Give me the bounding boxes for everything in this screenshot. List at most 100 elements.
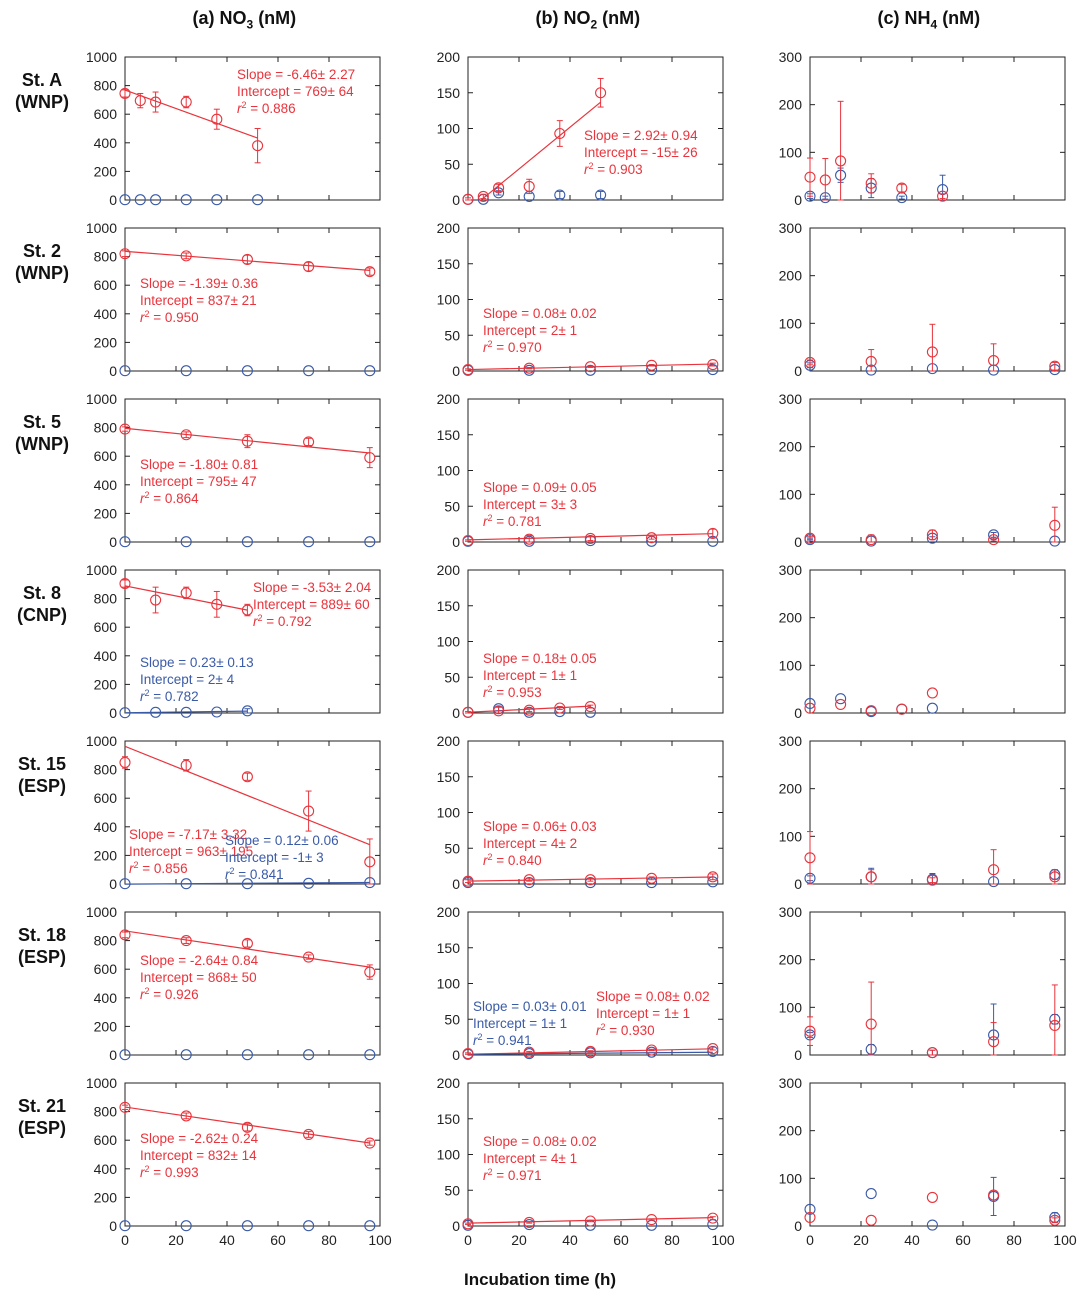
- r-superscript: 2: [488, 852, 493, 862]
- data-point: [926, 1191, 938, 1203]
- column-title-subscript: 2: [590, 17, 598, 32]
- station-name: St. 8: [22, 583, 61, 603]
- data-point: [252, 194, 264, 206]
- fit-annotation: Intercept = 3± 3: [483, 497, 577, 512]
- y-tick-label: 600: [94, 961, 118, 977]
- x-tick-label: 40: [904, 1232, 920, 1248]
- data-point: [865, 534, 877, 546]
- fit-annotation: Intercept = 4± 1: [483, 1151, 577, 1166]
- r-superscript: 2: [242, 100, 247, 110]
- chart-panel: 0 100 200 300: [779, 904, 1066, 1063]
- data-point: [119, 878, 131, 890]
- data-point: [646, 1044, 658, 1056]
- fit-annotation: r2 = 0.864: [140, 490, 199, 506]
- station-name: St. 5: [22, 412, 61, 432]
- data-point: [988, 1189, 1000, 1201]
- data-point: [462, 193, 474, 205]
- y-tick-label: 1000: [86, 391, 117, 407]
- data-point: [523, 1046, 535, 1058]
- data-point: [988, 864, 1000, 876]
- data-point: [523, 1216, 535, 1228]
- column-title-text: (a) NO: [192, 8, 247, 28]
- data-point: [646, 872, 658, 884]
- data-point: [493, 705, 505, 717]
- data-point: [211, 706, 223, 718]
- data-point: [303, 1220, 315, 1232]
- fit-annotation: Intercept = 2± 4: [140, 672, 235, 687]
- data-point: [804, 1211, 816, 1223]
- y-tick-label: 600: [94, 1132, 118, 1148]
- chart-panel: 0 50 100 150 200 Slope = 2.92± 0.94 Intercept …: [437, 49, 724, 208]
- data-point: [896, 703, 908, 715]
- fit-annotation: Slope = 0.23± 0.13: [140, 655, 254, 670]
- column-title-unit: (nM): [253, 8, 297, 28]
- plot-frame: [809, 569, 1066, 714]
- data-point: [180, 1220, 192, 1232]
- y-tick-label: 200: [779, 1123, 803, 1139]
- r-superscript: 2: [145, 986, 150, 996]
- data-point: [595, 87, 607, 99]
- data-point: [835, 155, 847, 167]
- y-tick-label: 200: [437, 904, 461, 920]
- data-point: [819, 174, 831, 186]
- r-symbol: r: [483, 340, 488, 355]
- data-point: [303, 877, 315, 889]
- column-title-unit: (nM): [597, 8, 641, 28]
- y-tick-label: 100: [779, 144, 803, 160]
- y-tick-label: 100: [437, 634, 461, 650]
- data-point: [646, 1214, 658, 1226]
- fit-annotation: Slope = 0.08± 0.02: [596, 989, 710, 1004]
- y-tick-label: 1000: [86, 1075, 117, 1091]
- y-tick-label: 100: [779, 828, 803, 844]
- plot-frame: [809, 740, 1066, 885]
- data-point: [926, 529, 938, 541]
- data-point: [364, 856, 376, 868]
- chart-panel: 0 100 200 300: [779, 391, 1066, 550]
- region-name: (WNP): [15, 434, 69, 454]
- y-tick-label: 200: [437, 220, 461, 236]
- data-point: [835, 698, 847, 710]
- y-tick-label: 150: [437, 769, 461, 785]
- y-tick-label: 400: [94, 990, 118, 1006]
- y-tick-label: 400: [94, 306, 118, 322]
- data-point: [364, 452, 376, 464]
- r-superscript: 2: [145, 309, 150, 319]
- y-tick-label: 0: [109, 876, 117, 892]
- y-tick-label: 100: [437, 1147, 461, 1163]
- data-point: [364, 1137, 376, 1149]
- data-point: [119, 1049, 131, 1061]
- y-tick-label: 600: [94, 448, 118, 464]
- data-point: [134, 194, 146, 206]
- data-point: [241, 435, 253, 447]
- chart-panel: 0 200 400 600 800 1000 Slope = -6.46± 2.27 Inte…: [86, 49, 381, 208]
- data-point: [462, 535, 474, 547]
- data-point: [595, 189, 607, 201]
- data-point: [180, 878, 192, 890]
- data-point: [804, 1025, 816, 1037]
- data-point: [1049, 1019, 1061, 1031]
- x-tick-label: 40: [562, 1232, 578, 1248]
- data-point: [462, 706, 474, 718]
- fit-annotation: Slope = 0.08± 0.02: [483, 1134, 597, 1149]
- r-value: = 0.926: [150, 987, 199, 1002]
- regression-line: [124, 881, 370, 885]
- y-tick-label: 0: [452, 1218, 460, 1234]
- y-tick-label: 0: [794, 363, 802, 379]
- fit-annotation: Intercept = 769± 64: [237, 84, 354, 99]
- data-point: [523, 180, 535, 192]
- y-tick-label: 0: [109, 534, 117, 550]
- data-point: [211, 598, 223, 610]
- data-point: [1049, 519, 1061, 531]
- y-tick-label: 200: [94, 505, 118, 521]
- data-point: [937, 190, 949, 202]
- data-point: [523, 533, 535, 545]
- y-tick-label: 50: [444, 840, 460, 856]
- data-point: [646, 359, 658, 371]
- y-tick-label: 600: [94, 106, 118, 122]
- data-point: [150, 194, 162, 206]
- r-superscript: 2: [488, 684, 493, 694]
- chart-panel: 0 100 200 300: [779, 220, 1066, 379]
- data-point: [584, 1045, 596, 1057]
- data-point: [584, 706, 596, 718]
- y-tick-label: 200: [94, 163, 118, 179]
